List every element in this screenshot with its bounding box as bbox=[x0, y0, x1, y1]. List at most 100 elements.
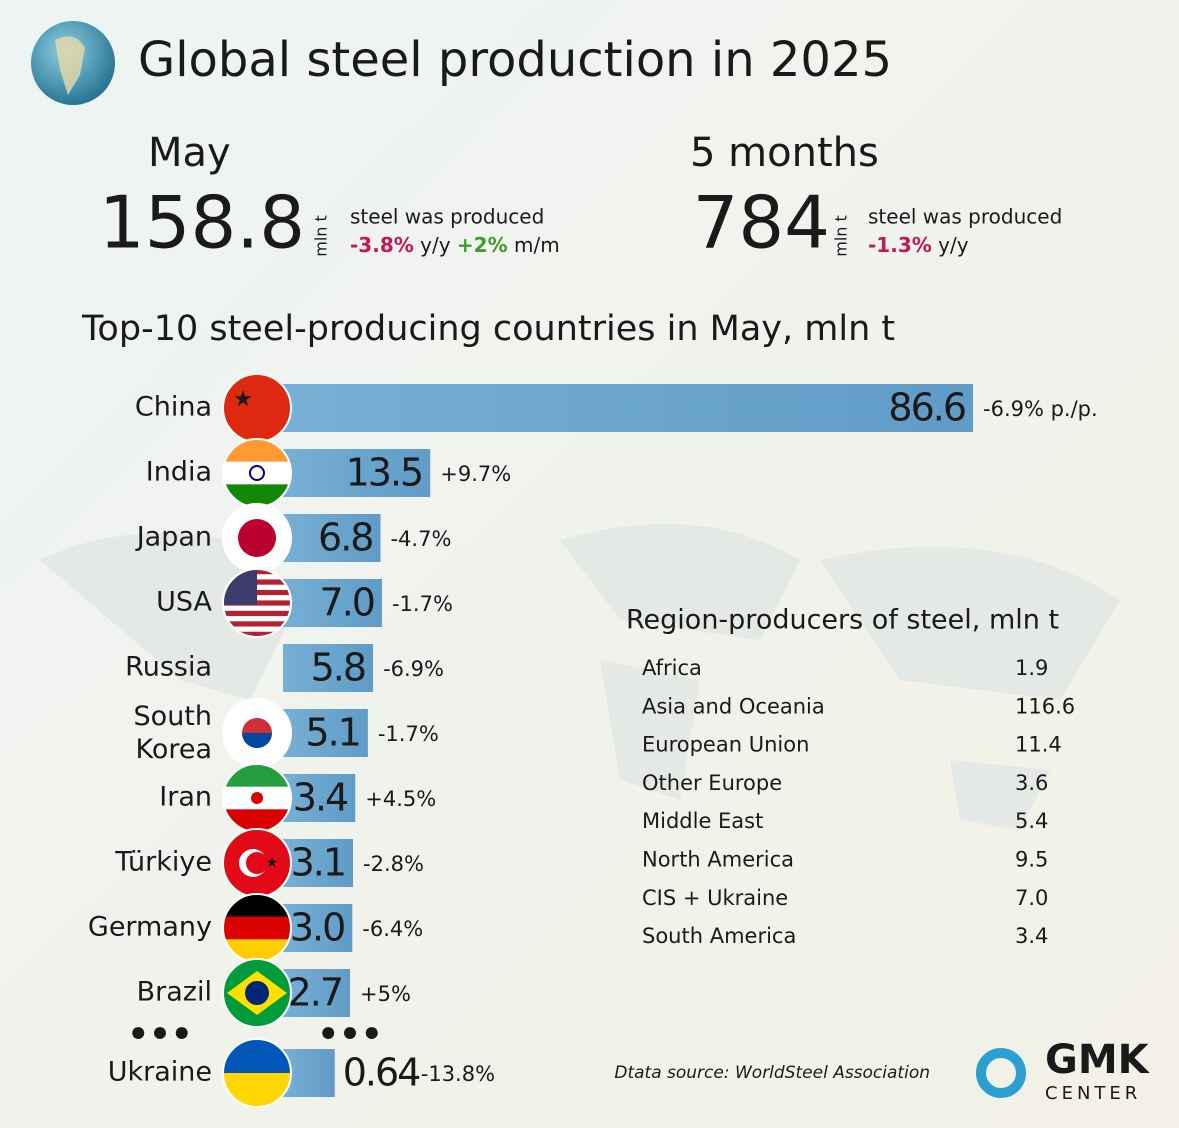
value-label: 86.6 bbox=[888, 386, 965, 430]
region-name: South America bbox=[642, 924, 796, 948]
category-label: Türkiye bbox=[114, 847, 212, 878]
region-name: CIS + Ukraine bbox=[642, 886, 788, 910]
flag bbox=[223, 439, 291, 463]
region-value: 5.4 bbox=[1015, 809, 1048, 833]
change: -3.8% bbox=[350, 233, 414, 257]
flag bbox=[223, 461, 291, 486]
region-value: 7.0 bbox=[1015, 886, 1048, 910]
change: +2% bbox=[457, 233, 508, 257]
flag bbox=[242, 733, 272, 748]
change-label: -6.4% bbox=[362, 917, 423, 941]
change-label: -6.9% bbox=[383, 657, 444, 681]
category-word: South bbox=[134, 701, 212, 732]
region-value: 116.6 bbox=[1015, 694, 1075, 718]
globe-land bbox=[55, 36, 85, 95]
change-label: -4.7% bbox=[390, 527, 451, 551]
change-label: -6.9% p./p. bbox=[983, 397, 1098, 421]
logo-name: GMK bbox=[1045, 1037, 1151, 1083]
flag bbox=[223, 374, 291, 442]
change-label: -1.7% bbox=[378, 722, 439, 746]
flag bbox=[223, 939, 291, 962]
stat-unit: mln t bbox=[312, 215, 331, 257]
regions-table: Africa 1.9 Asia and Oceania 116.6 European U… bbox=[642, 656, 1075, 948]
category-word: Korea bbox=[135, 734, 212, 765]
value-label: 2.7 bbox=[288, 971, 342, 1015]
stat-value: 158.8 bbox=[99, 181, 305, 265]
source: Dtata source: WorldSteel Association bbox=[614, 1063, 930, 1083]
bar bbox=[283, 449, 431, 497]
flag bbox=[242, 718, 272, 733]
flag-border bbox=[222, 958, 292, 1028]
title: Global steel production in 2025 bbox=[138, 32, 892, 88]
flag bbox=[223, 894, 291, 918]
region-name: Other Europe bbox=[642, 771, 782, 795]
flag-star: ★ bbox=[233, 387, 253, 412]
bar bbox=[283, 774, 356, 822]
category-label: Brazil bbox=[137, 977, 212, 1008]
flag: ★ bbox=[223, 374, 291, 442]
category-label: Ukraine bbox=[108, 1057, 212, 1088]
flag bbox=[223, 484, 291, 507]
bar bbox=[283, 514, 381, 562]
region-name: European Union bbox=[642, 733, 809, 757]
change-label: +5% bbox=[360, 982, 411, 1006]
category-label: Iran bbox=[159, 782, 212, 813]
change: -1.3% bbox=[868, 233, 932, 257]
stat-unit: mln t bbox=[832, 215, 851, 257]
flag-border bbox=[222, 1038, 292, 1108]
ellipsis: ••• bbox=[127, 1015, 192, 1055]
value-label: 5.8 bbox=[311, 646, 365, 690]
region-value: 11.4 bbox=[1015, 733, 1062, 757]
flag bbox=[223, 504, 291, 572]
bar bbox=[283, 969, 351, 1017]
flag bbox=[223, 616, 291, 622]
value-label: 6.8 bbox=[318, 516, 372, 560]
flag-star: ★ bbox=[266, 855, 279, 871]
change-basis: y/y bbox=[938, 233, 969, 257]
flag bbox=[223, 610, 291, 617]
flag bbox=[223, 631, 291, 637]
flag bbox=[223, 894, 291, 962]
flag bbox=[249, 465, 265, 481]
region-value: 3.4 bbox=[1015, 924, 1048, 948]
value-label: 3.0 bbox=[290, 906, 344, 950]
flag bbox=[223, 764, 291, 832]
change-label: -1.7% bbox=[392, 592, 453, 616]
value-label: 5.1 bbox=[305, 711, 359, 755]
stat-period: 5 months bbox=[690, 130, 879, 176]
flag bbox=[223, 916, 291, 941]
flag bbox=[223, 699, 291, 767]
flag bbox=[238, 519, 276, 557]
bar bbox=[283, 709, 368, 757]
flag bbox=[245, 981, 269, 1005]
change-basis: m/m bbox=[514, 233, 560, 257]
world-map bbox=[40, 524, 1120, 830]
chart-title: Top-10 steel-producing countries in May,… bbox=[81, 309, 895, 349]
change-label: -13.8% bbox=[421, 1062, 495, 1086]
flag: ★ bbox=[223, 829, 291, 897]
flag bbox=[223, 569, 291, 637]
value-label: 0.64 bbox=[343, 1051, 420, 1095]
bar bbox=[283, 384, 973, 432]
flag bbox=[223, 439, 291, 507]
flag bbox=[223, 959, 291, 1027]
stat-changes: -3.8% y/y +2% m/m bbox=[350, 233, 560, 257]
region-name: Asia and Oceania bbox=[642, 694, 825, 718]
change-label: +9.7% bbox=[440, 462, 511, 486]
stat-caption: steel was produced bbox=[350, 205, 544, 229]
change-label: -2.8% bbox=[363, 852, 424, 876]
flag bbox=[223, 764, 291, 788]
bar bbox=[283, 904, 353, 952]
stat-changes: -1.3% y/y bbox=[868, 233, 969, 257]
region-name: Africa bbox=[642, 656, 702, 680]
flag bbox=[223, 809, 291, 832]
category-label: India bbox=[146, 457, 212, 488]
category-label: Germany bbox=[88, 912, 212, 943]
value-label: 3.4 bbox=[293, 776, 348, 820]
region-name: North America bbox=[642, 848, 794, 872]
change-basis: y/y bbox=[420, 233, 451, 257]
region-name: Middle East bbox=[642, 809, 763, 833]
stat-caption: steel was produced bbox=[868, 205, 1062, 229]
category-label: Russia bbox=[125, 652, 212, 683]
